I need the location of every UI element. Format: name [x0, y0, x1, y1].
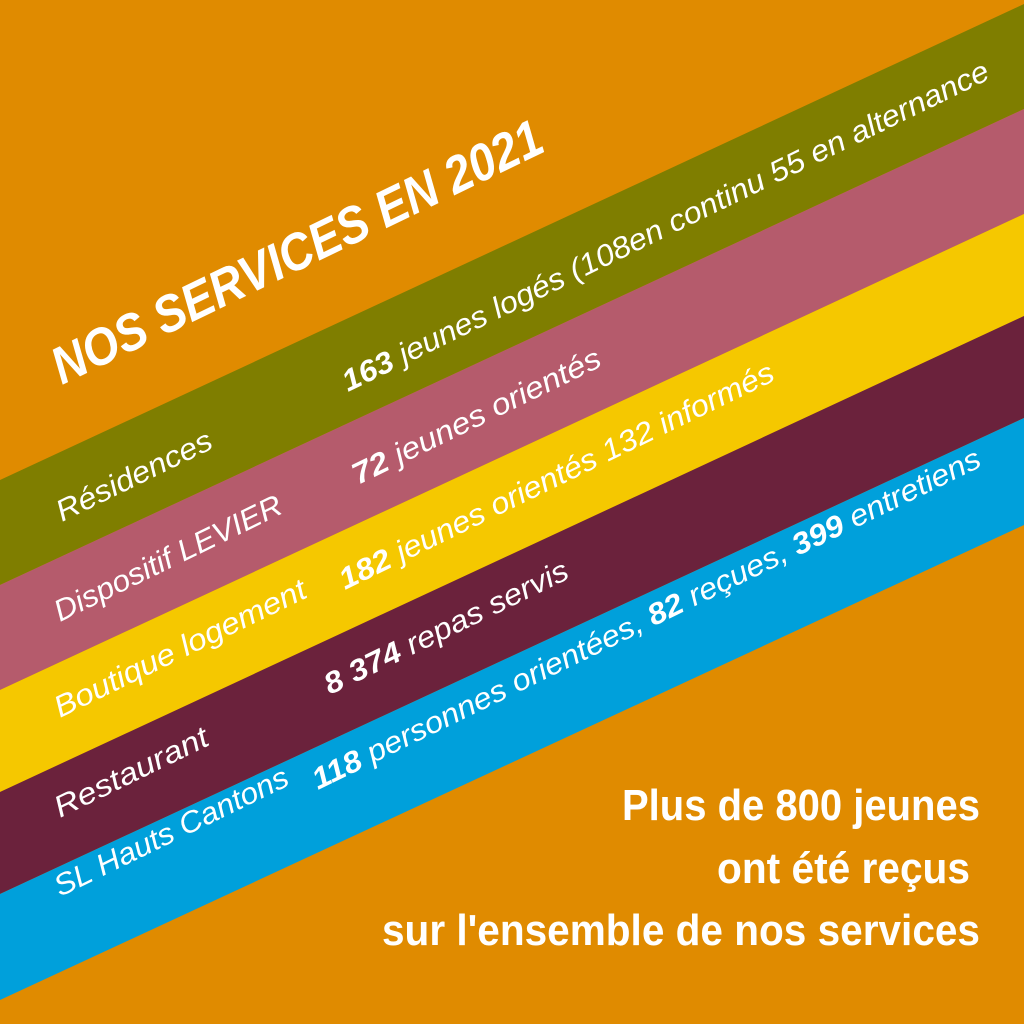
- band-residences: [0, 4, 1024, 585]
- summary-line-2: ont été reçus: [717, 844, 970, 893]
- band-sl-hauts-cantons: [0, 418, 1024, 1000]
- band-dispositif-levier: [0, 109, 1024, 690]
- summary-line-3: sur l'ensemble de nos services: [382, 906, 980, 955]
- band-restaurant: [0, 316, 1024, 894]
- band-boutique-logement: [0, 214, 1024, 792]
- summary-line-1: Plus de 800 jeunes: [622, 781, 980, 830]
